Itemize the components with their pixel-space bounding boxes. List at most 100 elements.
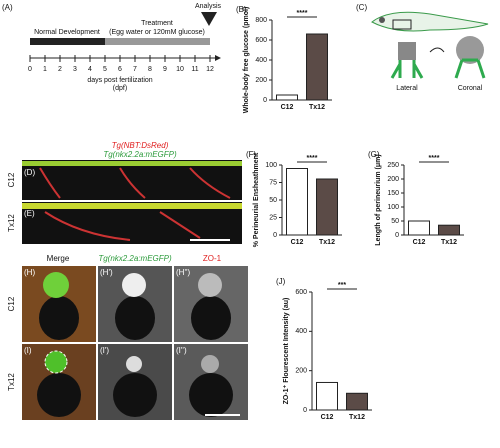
- timeline-tick-label: 1: [43, 66, 47, 73]
- panel-label: (A): [2, 3, 13, 12]
- micrograph-grid: [22, 266, 248, 420]
- y-tick-label: 400: [255, 57, 267, 64]
- timeline-tick-label: 4: [88, 66, 92, 73]
- view-label: Lateral: [396, 85, 418, 92]
- panel-label: (I''): [176, 346, 187, 355]
- timeline-tick-label: 0: [28, 66, 32, 73]
- panel-label: (H'): [100, 268, 113, 277]
- panel-label: (I): [24, 346, 32, 355]
- micrograph: [22, 160, 242, 200]
- notochord: [37, 373, 81, 417]
- panel-label: (E): [24, 209, 35, 218]
- row-label: Tx12: [7, 214, 16, 232]
- significance-label: ****: [307, 155, 318, 162]
- x-tick-label: Tx12: [309, 104, 325, 111]
- significance-label: ***: [338, 282, 346, 289]
- view-label: Coronal: [458, 85, 483, 92]
- timeline-tick-label: 2: [58, 66, 62, 73]
- transgene-label: Tg(nkx2.2a:mEGFP): [103, 150, 177, 159]
- axis-unit: (dpf): [113, 85, 127, 92]
- panel-label: (B): [236, 5, 247, 14]
- y-axis-label: Whole-body free glucose (pmol): [243, 7, 250, 114]
- row-label: C12: [7, 296, 16, 311]
- axis-arrow: [215, 55, 221, 61]
- bar: [408, 220, 430, 236]
- y-tick-label: 25: [269, 214, 277, 221]
- panel-label: (G): [368, 150, 380, 159]
- timeline-tick-label: 10: [176, 66, 184, 73]
- y-tick-label: 75: [269, 179, 277, 186]
- timeline-tick-label: 7: [133, 66, 137, 73]
- timeline-tick-label: 6: [118, 66, 122, 73]
- y-tick-label: 50: [269, 197, 277, 204]
- row-label: Tx12: [7, 373, 16, 391]
- timeline-tick-label: 12: [206, 66, 214, 73]
- y-tick-label: 50: [391, 218, 399, 225]
- y-tick-label: 100: [265, 162, 277, 169]
- column-label: Tg(nkx2.2a:mEGFP): [98, 254, 172, 263]
- y-tick-label: 0: [273, 232, 277, 239]
- spinal-cord: [22, 161, 242, 166]
- phase-label: Treatment: [141, 20, 173, 27]
- analysis-label: Analysis: [195, 3, 222, 10]
- nerve: [39, 167, 231, 199]
- spinal-cord: [122, 273, 146, 297]
- transgene-label: Tg(NBT:DsRed): [112, 141, 169, 150]
- bar: [316, 178, 338, 236]
- x-tick-label: Tx12: [319, 239, 335, 246]
- panel-label: (H): [24, 268, 35, 277]
- roi-box: [392, 19, 412, 30]
- timeline-tick-label: 5: [103, 66, 107, 73]
- significance-label: ****: [297, 10, 308, 17]
- x-tick-label: C12: [321, 414, 334, 421]
- timeline-tick-label: 8: [148, 66, 152, 73]
- nerves: [454, 58, 486, 79]
- bar: [276, 94, 298, 101]
- x-tick-label: Tx12: [441, 239, 457, 246]
- y-tick-label: 800: [255, 17, 267, 24]
- panel-label: (I'): [100, 346, 109, 355]
- y-tick-label: 150: [387, 190, 399, 197]
- panel-label: (H''): [176, 268, 190, 277]
- y-tick-label: 600: [295, 289, 307, 296]
- timeline-tick-label: 9: [163, 66, 167, 73]
- spinal-cord: [44, 350, 68, 374]
- x-tick-label: C12: [291, 239, 304, 246]
- y-tick-label: 200: [255, 77, 267, 84]
- spinal-cord: [43, 272, 69, 298]
- notochord: [113, 373, 157, 417]
- x-tick-label: C12: [413, 239, 426, 246]
- y-tick-label: 200: [387, 176, 399, 183]
- y-tick-label: 100: [387, 204, 399, 211]
- spinal-cord: [22, 203, 242, 209]
- spinal-cord: [201, 355, 219, 373]
- y-tick-label: 600: [255, 37, 267, 44]
- spinal-cord: [198, 273, 222, 297]
- y-tick-label: 400: [295, 328, 307, 335]
- column-label: ZO-1: [203, 254, 222, 263]
- column-label: Merge: [47, 254, 70, 263]
- y-tick-label: 0: [263, 97, 267, 104]
- notochord: [39, 296, 79, 340]
- x-tick-label: C12: [281, 104, 294, 111]
- phase-note: (Egg water or 120mM glucose): [109, 29, 205, 36]
- normal-bar: [30, 38, 105, 45]
- eye: [379, 17, 385, 23]
- phase-label: Normal Development: [34, 29, 100, 36]
- notochord: [115, 296, 155, 340]
- significance-label: ****: [429, 155, 440, 162]
- panel-label: (F): [246, 150, 257, 159]
- bar: [306, 33, 328, 101]
- y-axis-label: ZO-1⁺ Flourescent Intensity (au): [283, 298, 290, 405]
- x-tick-label: Tx12: [349, 414, 365, 421]
- timeline-tick-label: 11: [191, 66, 198, 73]
- y-axis-label: % Perineurial Ensheathment: [253, 152, 260, 247]
- notochord: [189, 373, 233, 417]
- panel-label: (J): [276, 277, 286, 286]
- nerve: [44, 211, 201, 241]
- coronal-block: [456, 36, 484, 64]
- y-tick-label: 250: [387, 162, 399, 169]
- bar: [316, 381, 338, 411]
- treatment-bar: [105, 38, 210, 45]
- analysis-arrow: [201, 12, 217, 26]
